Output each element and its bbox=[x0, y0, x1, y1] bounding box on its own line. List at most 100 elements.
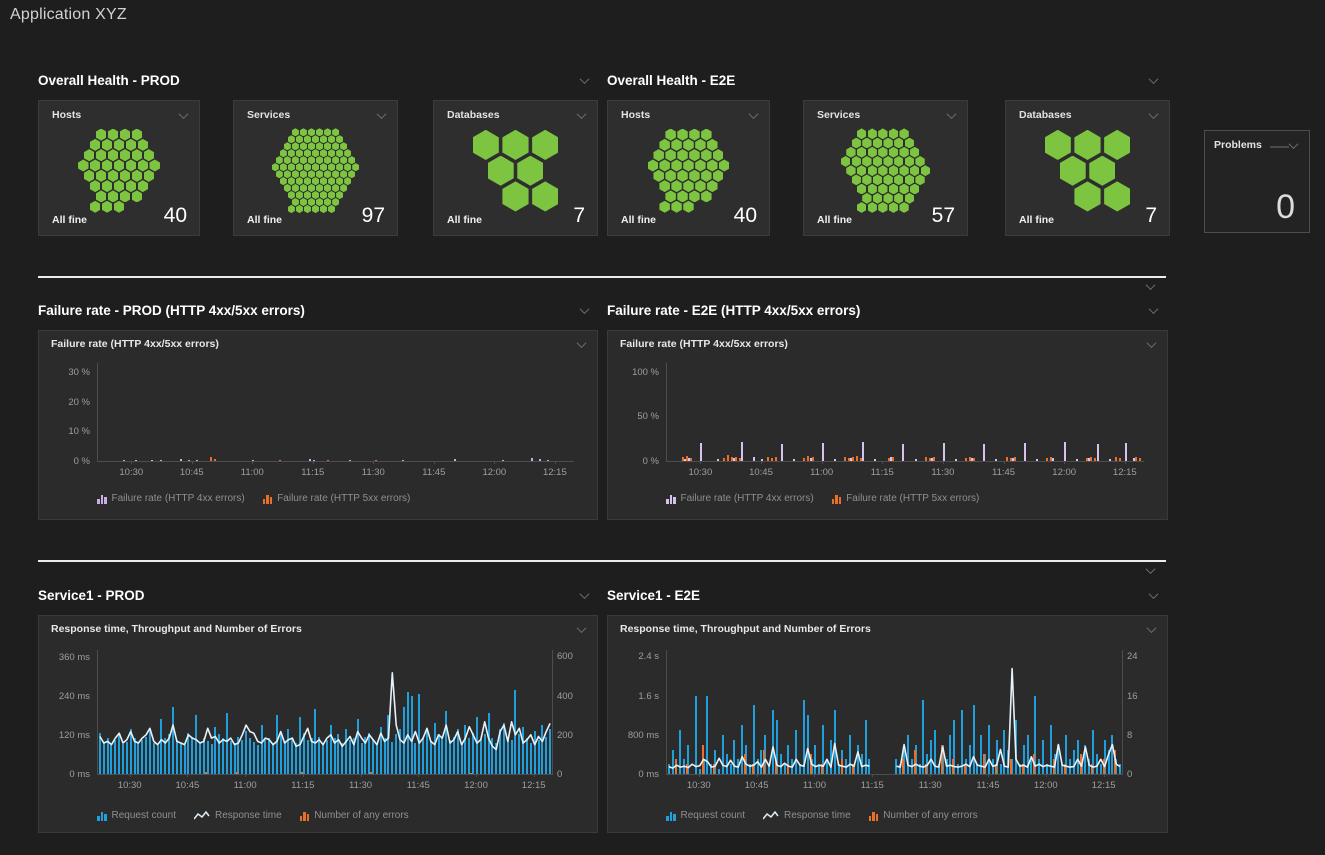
y-axis-label: 0 % bbox=[620, 456, 659, 467]
chevron-down-icon[interactable] bbox=[575, 623, 587, 635]
y-axis-label: 600 bbox=[557, 651, 587, 662]
hexagon bbox=[889, 128, 898, 139]
hexagon bbox=[312, 191, 319, 199]
hexagon bbox=[889, 184, 898, 195]
bar bbox=[892, 457, 894, 461]
legend-item[interactable]: Failure rate (HTTP 5xx errors) bbox=[832, 493, 980, 504]
service-chart-panel-e2e[interactable]: Response time, Throughput and Number of … bbox=[607, 615, 1168, 833]
chevron-down-icon[interactable] bbox=[945, 109, 957, 121]
bar bbox=[1064, 442, 1066, 461]
axis-tick bbox=[700, 461, 701, 464]
hexagon bbox=[846, 165, 855, 176]
chevron-down-icon[interactable] bbox=[578, 589, 590, 601]
chevron-down-icon[interactable] bbox=[1145, 338, 1157, 350]
bar bbox=[1036, 459, 1038, 461]
bar bbox=[327, 460, 329, 461]
chevron-down-icon[interactable] bbox=[575, 109, 587, 121]
y-axis-label: 0 bbox=[1127, 769, 1157, 780]
hexagon bbox=[894, 156, 903, 167]
section-divider bbox=[38, 276, 1166, 278]
x-axis-label: 11:30 bbox=[337, 780, 385, 791]
health-tile-hosts-e2e[interactable]: Hosts All fine 40 bbox=[607, 100, 770, 236]
hexagon bbox=[114, 159, 124, 171]
bar bbox=[856, 456, 858, 461]
hexagon bbox=[921, 165, 930, 176]
x-axis-label: 11:45 bbox=[980, 467, 1028, 478]
hexagon bbox=[899, 165, 908, 176]
honeycomb-chart bbox=[463, 128, 569, 214]
chevron-down-icon[interactable] bbox=[1289, 139, 1299, 151]
chevron-down-icon[interactable] bbox=[1147, 589, 1159, 601]
legend-item[interactable]: Request count bbox=[666, 810, 745, 821]
service-chart-panel-prod[interactable]: Response time, Throughput and Number of … bbox=[38, 615, 598, 833]
hexagon bbox=[308, 170, 315, 178]
legend-item[interactable]: Number of any errors bbox=[869, 810, 978, 821]
chevron-down-icon[interactable] bbox=[1147, 109, 1159, 121]
bar bbox=[995, 459, 997, 461]
bar bbox=[123, 460, 125, 461]
chevron-down-icon[interactable] bbox=[1147, 304, 1159, 316]
chart-legend: Failure rate (HTTP 4xx errors) Failure ra… bbox=[97, 493, 410, 504]
legend-item[interactable]: Failure rate (HTTP 5xx errors) bbox=[263, 493, 411, 504]
chevron-down-icon[interactable] bbox=[1145, 623, 1157, 635]
line-icon bbox=[763, 811, 779, 821]
axis-tick bbox=[882, 461, 883, 464]
chevron-down-icon[interactable] bbox=[375, 109, 387, 121]
chevron-down-icon[interactable] bbox=[575, 338, 587, 350]
failure-rate-chart-panel-e2e[interactable]: Failure rate (HTTP 4xx/5xx errors) 100 %… bbox=[607, 330, 1168, 520]
hexagon bbox=[910, 184, 919, 195]
hexagon bbox=[910, 147, 919, 158]
failure-rate-chart-panel-prod[interactable]: Failure rate (HTTP 4xx/5xx errors) 30 %2… bbox=[38, 330, 598, 520]
hexagon bbox=[280, 163, 287, 171]
health-tile-services-prod[interactable]: Services All fine 97 bbox=[233, 100, 398, 236]
hexagon bbox=[1104, 130, 1130, 160]
hexagon bbox=[883, 193, 892, 204]
hexagon bbox=[120, 190, 130, 202]
hexagon bbox=[292, 142, 299, 150]
hexagon bbox=[695, 180, 705, 192]
hexagon bbox=[707, 180, 717, 192]
tile-count: 57 bbox=[932, 205, 955, 226]
health-tile-databases-prod[interactable]: Databases All fine 7 bbox=[433, 100, 598, 236]
health-tile-services-e2e[interactable]: Services All fine 57 bbox=[803, 100, 968, 236]
hexagon bbox=[328, 177, 335, 185]
bars-icon bbox=[263, 494, 273, 504]
legend-label: Failure rate (HTTP 4xx errors) bbox=[681, 493, 814, 504]
health-tile-databases-e2e[interactable]: Databases All fine 7 bbox=[1005, 100, 1170, 236]
hexagon bbox=[320, 163, 327, 171]
tile-count: 40 bbox=[164, 205, 187, 226]
hexagon bbox=[126, 159, 136, 171]
chevron-down-icon[interactable] bbox=[747, 109, 759, 121]
bar bbox=[753, 457, 755, 461]
bar bbox=[727, 455, 729, 461]
bar bbox=[717, 459, 719, 461]
chevron-down-icon[interactable] bbox=[1147, 74, 1159, 86]
bar bbox=[1024, 443, 1026, 461]
hexagon bbox=[288, 135, 295, 143]
axis-tick bbox=[872, 774, 873, 777]
legend-item[interactable]: Response time bbox=[194, 810, 282, 821]
chevron-down-icon[interactable] bbox=[578, 74, 590, 86]
hexagon bbox=[332, 128, 339, 136]
problems-tile[interactable]: Problems 0 bbox=[1204, 130, 1310, 233]
chevron-down-icon[interactable] bbox=[1144, 280, 1156, 292]
legend-item[interactable]: Failure rate (HTTP 4xx errors) bbox=[666, 493, 814, 504]
chevron-down-icon[interactable] bbox=[578, 304, 590, 316]
tile-header: Databases bbox=[1006, 101, 1169, 121]
chevron-down-icon[interactable] bbox=[1144, 564, 1156, 576]
health-tile-hosts-prod[interactable]: Hosts All fine 40 bbox=[38, 100, 200, 236]
hexagon bbox=[857, 128, 866, 139]
legend-item[interactable]: Failure rate (HTTP 4xx errors) bbox=[97, 493, 245, 504]
status-text: All fine bbox=[447, 214, 482, 226]
tile-header: Services bbox=[234, 101, 397, 121]
x-axis-label: 11:15 bbox=[289, 467, 337, 478]
hexagon bbox=[126, 180, 136, 192]
hexagon bbox=[659, 159, 669, 171]
hexagon bbox=[873, 174, 882, 185]
legend-item[interactable]: Number of any errors bbox=[300, 810, 409, 821]
chevron-down-icon[interactable] bbox=[177, 109, 189, 121]
hexagon bbox=[308, 156, 315, 164]
legend-item[interactable]: Response time bbox=[763, 810, 851, 821]
legend-item[interactable]: Request count bbox=[97, 810, 176, 821]
bar bbox=[888, 458, 890, 461]
